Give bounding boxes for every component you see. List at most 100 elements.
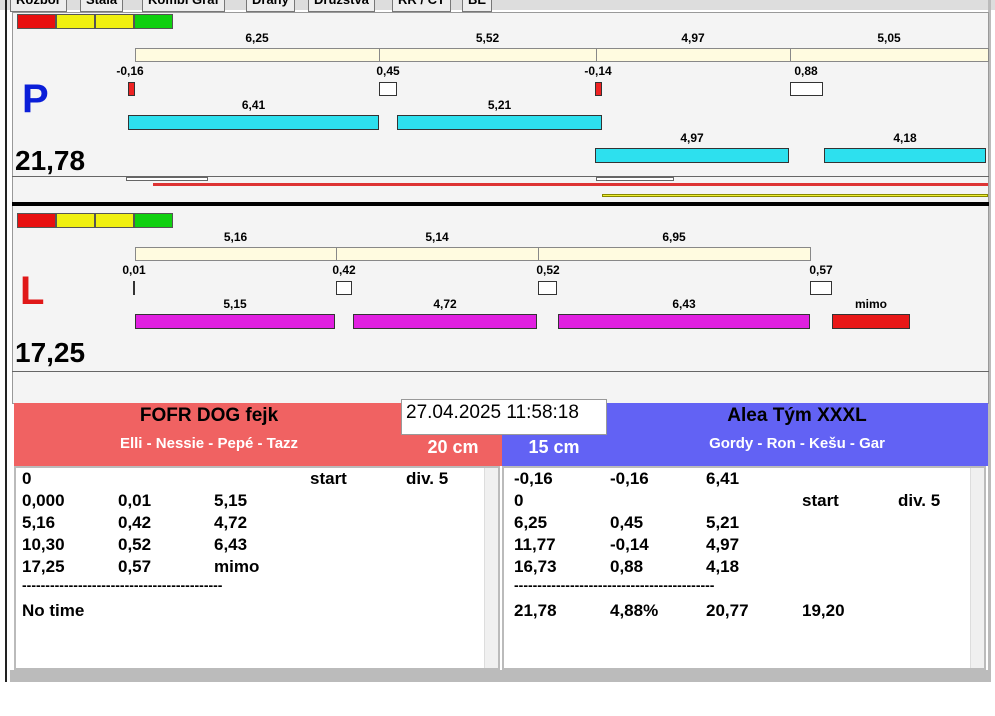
split-bar — [538, 247, 811, 261]
list-cell: 4,97 — [706, 535, 740, 554]
run-bar — [595, 148, 789, 163]
run-bar — [353, 314, 537, 329]
run-bar — [397, 115, 602, 130]
run-label: 4,97 — [680, 131, 704, 145]
list-cell: 19,20 — [802, 601, 845, 620]
list-cell: 0,01 — [118, 491, 152, 510]
list-cell: 5,15 — [214, 491, 248, 510]
team-members: Gordy - Ron - Kešu - Gar — [709, 435, 885, 452]
run-bar — [832, 314, 910, 329]
tab[interactable]: Dráhy — [246, 0, 295, 12]
list-cell: 0,000 — [22, 491, 65, 510]
split-label: 6,25 — [245, 31, 269, 45]
split-label: 5,16 — [223, 230, 248, 244]
reaction-label: 0,01 — [122, 263, 146, 277]
status-light — [17, 213, 56, 228]
reaction-box — [790, 82, 823, 96]
status-light — [134, 14, 173, 29]
tab[interactable]: BE — [462, 0, 493, 12]
list-cell: 10,30 — [22, 535, 65, 554]
status-light — [134, 213, 173, 228]
list-cell: 5,16 — [22, 513, 56, 532]
list-cell: 11,77 — [514, 535, 556, 554]
run-label: 5,15 — [223, 297, 247, 311]
list-cell: 0 — [22, 469, 32, 488]
split-label: 5,14 — [425, 230, 449, 244]
tab[interactable]: Stála — [80, 0, 124, 12]
list-cell: 4,72 — [214, 513, 248, 532]
list-cell: 0,45 — [610, 513, 644, 532]
status-strip — [10, 670, 990, 682]
reaction-label: 0,52 — [536, 263, 560, 277]
lane-score: 17,25 — [15, 337, 86, 368]
list-cell: -0,14 — [610, 535, 649, 554]
team-name: Alea Tým XXXL — [727, 405, 867, 426]
team-name: FOFR DOG fejk — [139, 405, 279, 426]
run-bar — [128, 115, 379, 130]
tab[interactable]: Rozbor — [10, 0, 67, 12]
split-label: 4,97 — [681, 31, 705, 45]
scrollbar — [484, 468, 498, 668]
separator: ----------------------------------------… — [22, 577, 223, 593]
run-label: 4,18 — [893, 131, 917, 145]
reaction-label: 0,45 — [376, 64, 400, 78]
list-cell: 6,41 — [706, 469, 740, 488]
reaction-box — [538, 281, 557, 295]
list-cell: div. 5 — [406, 469, 449, 488]
height-label: 20 cm — [427, 437, 479, 457]
time-bar — [602, 194, 988, 197]
timestamp: 27.04.2025 11:58:18 — [401, 399, 607, 435]
lane-letter: P — [22, 77, 49, 121]
lane-letter: L — [20, 269, 45, 313]
list-cell: 6,43 — [214, 535, 248, 554]
list-cell: 0,52 — [118, 535, 152, 554]
reaction-box — [379, 82, 397, 96]
status-light — [56, 213, 95, 228]
status-light — [17, 14, 56, 29]
split-bar — [135, 247, 337, 261]
split-bar — [790, 48, 989, 62]
run-label: 4,72 — [433, 297, 457, 311]
reaction-box — [595, 82, 602, 96]
tab-strip — [0, 0, 995, 10]
tab[interactable]: RR / CT — [392, 0, 451, 12]
tab[interactable]: Kombi Graf — [142, 0, 225, 12]
team-members: Elli - Nessie - Pepé - Tazz — [119, 435, 299, 452]
list-cell: No time — [22, 601, 85, 620]
list-cell: 0,88 — [610, 557, 644, 576]
run-bar — [558, 314, 810, 329]
list-cell: 4,88% — [610, 601, 659, 620]
split-bar — [379, 48, 597, 62]
split-bar — [596, 48, 791, 62]
list-cell: 0 — [514, 491, 524, 510]
list-cell: 6,25 — [514, 513, 548, 532]
run-label: 6,41 — [241, 98, 266, 112]
reaction-box — [133, 281, 135, 295]
list-cell: 0,57 — [118, 557, 152, 576]
reaction-box — [336, 281, 352, 295]
split-label: 5,52 — [475, 31, 500, 45]
list-cell: 16,73 — [514, 557, 557, 576]
list-cell: 5,21 — [706, 513, 740, 532]
reaction-label: 0,42 — [332, 263, 356, 277]
reaction-label: 0,88 — [794, 64, 818, 78]
time-bar — [153, 183, 988, 186]
reaction-box — [810, 281, 832, 295]
scrollbar — [970, 468, 984, 668]
list-cell: 21,78 — [514, 601, 557, 620]
list-cell: mimo — [214, 557, 260, 576]
time-bar — [596, 177, 674, 181]
lane-baseline — [12, 176, 989, 177]
separator: ----------------------------------------… — [514, 577, 715, 593]
reaction-label: -0,16 — [116, 64, 144, 78]
results-list — [502, 466, 986, 670]
lane-baseline — [12, 371, 989, 372]
split-label: 5,05 — [877, 31, 901, 45]
list-cell: 4,18 — [706, 557, 740, 576]
tab[interactable]: Družstva — [308, 0, 375, 12]
split-bar — [135, 48, 380, 62]
run-bar — [824, 148, 986, 163]
run-label: mimo — [854, 297, 888, 311]
list-cell: -0,16 — [514, 469, 553, 488]
lane-score: 21,78 — [15, 145, 86, 176]
